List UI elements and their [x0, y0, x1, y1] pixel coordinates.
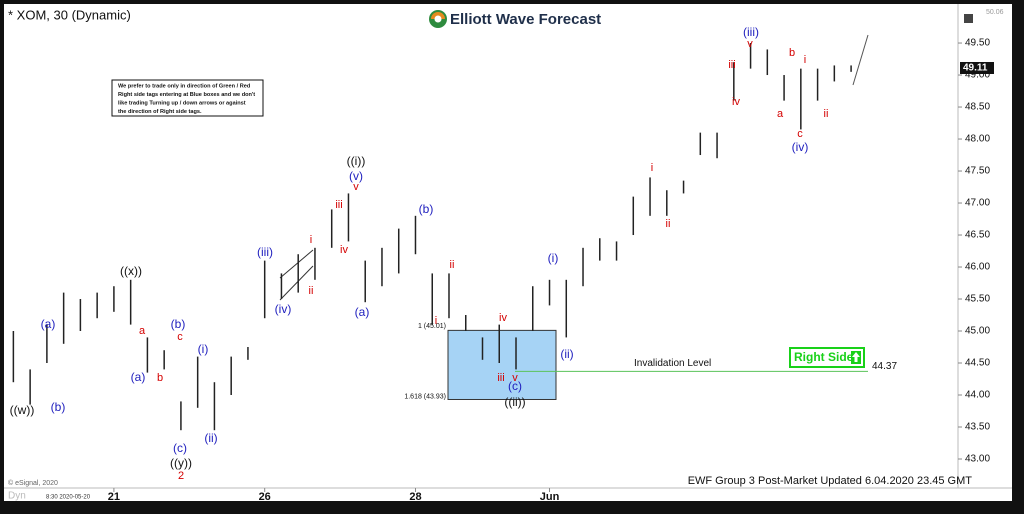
symbol-title: * XOM, 30 (Dynamic)	[8, 7, 131, 22]
wave-label: v	[747, 38, 753, 50]
wave-label: a	[777, 108, 784, 120]
y-tick-label: 45.50	[965, 294, 990, 305]
corner-label: Dyn	[8, 491, 26, 502]
wave-label: (a)	[131, 370, 146, 384]
wave-label: (c)	[173, 441, 187, 455]
wave-label: ((i))	[347, 154, 366, 168]
wave-label: ((w))	[10, 403, 35, 417]
box-label: 1 (45.01)	[418, 323, 446, 330]
wave-label: (iv)	[275, 302, 292, 316]
y-tick-label: 48.50	[965, 102, 990, 113]
wave-label: (b)	[419, 202, 434, 216]
target-box	[447, 329, 557, 400]
y-tick-label: 45.00	[965, 326, 990, 337]
wave-label: iv	[732, 96, 740, 108]
note-text: We prefer to trade only in direction of …	[118, 83, 251, 89]
wave-label: a	[139, 325, 146, 337]
wave-label: (iii)	[743, 25, 759, 39]
wave-label: (iii)	[257, 245, 273, 259]
wave-label: ii	[666, 218, 671, 230]
wave-label: iii	[497, 372, 504, 384]
x-tick-label: Jun	[540, 491, 560, 503]
note-box	[111, 79, 264, 117]
y-tick-label: 43.00	[965, 454, 990, 465]
wave-label: (b)	[51, 400, 66, 414]
wave-label: (a)	[355, 305, 370, 319]
wave-label: b	[157, 372, 163, 384]
x-tick-label: 21	[108, 491, 120, 503]
wave-label: (a)	[41, 317, 56, 331]
wave-label: (ii)	[560, 347, 573, 361]
wave-label: iii	[728, 59, 735, 71]
wave-label: v	[512, 372, 518, 384]
box-label: 1.618 (43.93)	[404, 393, 446, 400]
wave-label: ((ii))	[504, 395, 525, 409]
wave-label: iv	[499, 312, 507, 324]
wave-label: (v)	[349, 169, 363, 183]
wave-label: ((y))	[170, 456, 192, 470]
cursor-time: 8:30 2020-05-20	[46, 495, 91, 501]
wave-label: ii	[309, 285, 314, 297]
wave-label: b	[789, 47, 795, 59]
note-text: like trading Turning up / down arrows or…	[118, 100, 246, 106]
right-side-box	[789, 347, 865, 368]
wave-label: ii	[450, 259, 455, 271]
y-tick-label: 46.50	[965, 230, 990, 241]
icon	[964, 14, 973, 23]
y-tick-label: 44.50	[965, 358, 990, 369]
projection-arrow	[852, 34, 869, 86]
last-price-label: 49.11	[963, 63, 988, 74]
wave-label: (i)	[198, 342, 209, 356]
wave-label: (i)	[548, 251, 559, 265]
chart-background	[4, 4, 1012, 501]
wave-label: iv	[340, 244, 348, 256]
y-top-label: 50.06	[986, 9, 1004, 16]
wave-label: ii	[824, 108, 829, 120]
y-tick-label: 46.00	[965, 262, 990, 273]
invalidation-label: Invalidation Level	[634, 358, 711, 369]
note-text: Right side tags entering at Blue boxes a…	[118, 92, 255, 98]
wedge	[279, 249, 314, 301]
brand: Elliott Wave Forecast	[450, 11, 601, 28]
wave-label: v	[353, 181, 359, 193]
wave-label: iii	[335, 199, 342, 211]
wave-label: (iv)	[792, 140, 809, 154]
y-tick-label: 44.00	[965, 390, 990, 401]
y-tick-label: 47.00	[965, 198, 990, 209]
wave-label: (ii)	[204, 431, 217, 445]
footer: EWF Group 3 Post-Market Updated 6.04.202…	[688, 475, 973, 487]
y-tick-label: 43.50	[965, 422, 990, 433]
y-tick-label: 48.00	[965, 134, 990, 145]
y-tick-label: 47.50	[965, 166, 990, 177]
wave-label: ((x))	[120, 264, 142, 278]
wave-label: i	[310, 234, 312, 246]
x-tick-label: 28	[409, 491, 421, 503]
logo	[429, 10, 447, 28]
wave-label: 2	[178, 470, 184, 482]
x-tick-label: 26	[259, 491, 271, 503]
y-tick-label: 49.00	[965, 70, 990, 81]
last-price-tag	[960, 61, 994, 74]
wave-label: i	[435, 315, 437, 327]
y-tick-label: 49.50	[965, 38, 990, 49]
right-side-arrow	[852, 352, 860, 362]
wave-label: i	[804, 54, 806, 66]
right-side-label: Right Side	[794, 350, 854, 364]
wave-label: i	[651, 162, 653, 174]
wave-label: c	[797, 128, 803, 140]
invalidation-value: 44.37	[872, 361, 897, 372]
copyright: © eSignal, 2020	[8, 479, 58, 487]
wave-label: (b)	[171, 317, 186, 331]
wave-label: c	[177, 331, 183, 343]
note-text: the direction of Right side tags.	[118, 109, 202, 115]
wave-label: (c)	[508, 379, 522, 393]
